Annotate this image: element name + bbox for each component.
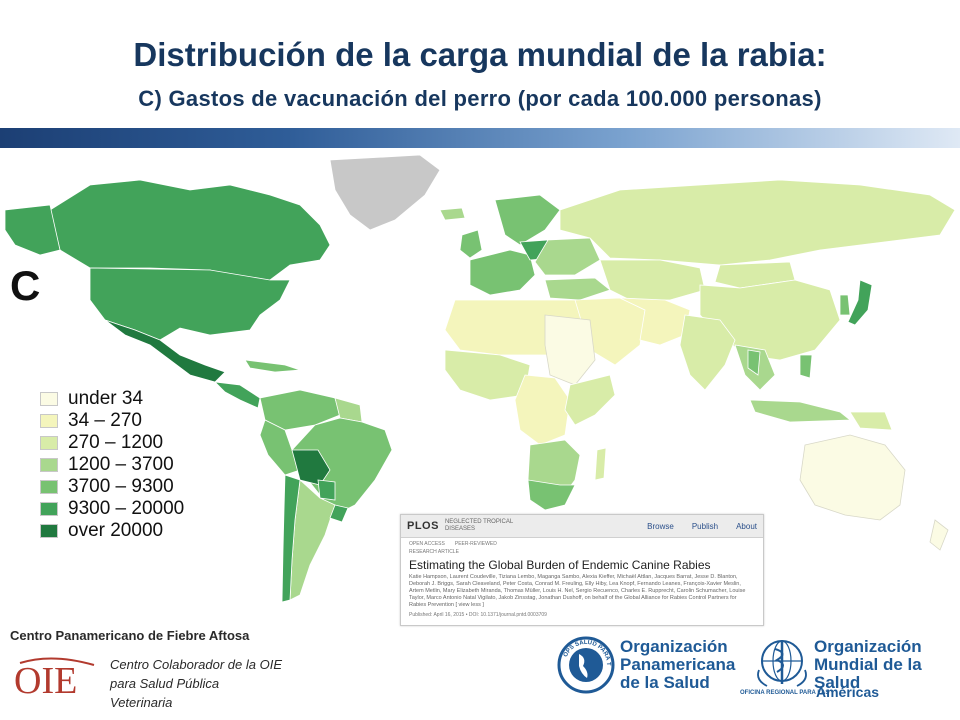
greenland xyxy=(329,154,441,231)
iran-pakistan xyxy=(619,297,691,346)
australia xyxy=(799,434,906,521)
bolivia xyxy=(291,449,331,486)
central-africa xyxy=(514,374,571,446)
vietnam-cambodia xyxy=(747,349,761,376)
legend-item: 3700 – 9300 xyxy=(40,476,184,498)
legend-swatch xyxy=(40,414,58,428)
legend-label: 34 – 270 xyxy=(68,410,142,431)
who-emblem-logo xyxy=(757,640,807,687)
world-map xyxy=(4,154,956,603)
who-name: Organización Mundial de la Salud xyxy=(814,638,960,692)
turkey xyxy=(544,277,611,301)
legend-label: 9300 – 20000 xyxy=(68,498,185,519)
page-title: Distribución de la carga mundial de la r… xyxy=(133,36,827,73)
paraguay xyxy=(317,479,336,501)
map-legend: under 34 34 – 270 270 – 1200 1200 – 3700… xyxy=(40,388,184,542)
plos-nav: Browse Publish About xyxy=(647,522,757,531)
plos-nav-about[interactable]: About xyxy=(736,521,757,531)
chile xyxy=(281,474,301,603)
legend-swatch xyxy=(40,458,58,472)
oie-logo-text: OIE xyxy=(14,660,77,701)
plos-nav-browse[interactable]: Browse xyxy=(647,521,674,531)
uk-ireland xyxy=(459,229,483,259)
russia xyxy=(559,179,956,266)
philippines xyxy=(799,354,813,379)
south-africa xyxy=(527,479,576,511)
indonesia xyxy=(749,399,852,423)
central-asia xyxy=(599,259,706,301)
legend-item: 34 – 270 xyxy=(40,410,184,432)
legend-item: under 34 xyxy=(40,388,184,410)
japan xyxy=(847,279,873,326)
new-zealand xyxy=(929,519,949,551)
article-type: RESEARCH ARTICLE xyxy=(409,549,459,555)
east-africa xyxy=(564,374,616,426)
legend-swatch xyxy=(40,502,58,516)
open-access-badge: OPEN ACCESS xyxy=(409,541,445,547)
west-africa xyxy=(444,349,531,401)
scandinavia xyxy=(494,194,561,246)
who-line: Organización xyxy=(814,637,922,656)
cpfa-label: Centro Panamericano de Fiebre Aftosa xyxy=(10,628,250,643)
oie-collaborating-centre: Centro Colaborador de la OIE para Salud … xyxy=(110,655,282,712)
iceland xyxy=(439,207,466,221)
oie-line: Veterinaria xyxy=(110,695,173,710)
india xyxy=(679,314,736,391)
who-americas-label: Américas xyxy=(816,684,880,700)
legend-label: under 34 xyxy=(68,388,144,409)
who-region-label: OFICINA REGIONAL PARA LAS xyxy=(740,690,830,696)
legend-item: 1200 – 3700 xyxy=(40,454,184,476)
plos-badges: OPEN ACCESS PEER-REVIEWED xyxy=(401,538,763,547)
panel-label: C xyxy=(10,262,41,309)
article-authors: Katie Hampson, Laurent Coudeville, Tizia… xyxy=(409,574,746,608)
legend-item: 9300 – 20000 xyxy=(40,498,184,520)
oie-line: Centro Colaborador de la OIE xyxy=(110,657,282,672)
uruguay xyxy=(329,504,349,523)
ops-name: Organización Panamericana de la Salud xyxy=(620,638,735,692)
legend-label: 1200 – 3700 xyxy=(68,454,174,475)
korea xyxy=(839,294,851,316)
legend-label: 270 – 1200 xyxy=(68,432,164,453)
alaska xyxy=(4,204,61,256)
who-line: Mundial de la Salud xyxy=(814,655,922,692)
article-title: Estimating the Global Burden of Endemic … xyxy=(409,558,711,572)
legend-swatch xyxy=(40,436,58,450)
article-published: Published: April 16, 2015 • DOI: 10.1371… xyxy=(409,612,547,618)
legend-label: over 20000 xyxy=(68,520,164,541)
page-subtitle: C) Gastos de vacunación del perro (por c… xyxy=(138,86,822,111)
plos-header: PLOS NEGLECTED TROPICAL DISEASES Browse … xyxy=(401,515,763,538)
legend-item: 270 – 1200 xyxy=(40,432,184,454)
peru xyxy=(259,419,301,476)
plos-journal-name: NEGLECTED TROPICAL DISEASES xyxy=(444,519,513,532)
oie-line: para Salud Pública xyxy=(110,676,220,691)
legend-swatch xyxy=(40,392,58,406)
egypt-sudan xyxy=(544,314,596,386)
ops-seal-logo: OPS SALUD PARA TODOS xyxy=(557,636,615,694)
madagascar xyxy=(594,447,607,481)
oie-logo: OIE xyxy=(14,657,95,701)
plos-logo: PLOS xyxy=(407,520,439,532)
papua xyxy=(849,411,893,431)
legend-swatch xyxy=(40,524,58,538)
title-banner-bar xyxy=(0,128,960,148)
mexico xyxy=(104,319,226,383)
central-america xyxy=(213,381,261,409)
ops-line: Panamericana xyxy=(620,655,736,674)
canada xyxy=(49,179,331,281)
plos-article-screenshot: PLOS NEGLECTED TROPICAL DISEASES Browse … xyxy=(400,514,764,626)
caribbean xyxy=(244,359,301,373)
peer-reviewed-badge: PEER-REVIEWED xyxy=(454,541,497,547)
western-europe xyxy=(469,249,536,296)
ops-line: Organización xyxy=(620,637,728,656)
ops-line: de la Salud xyxy=(620,673,710,692)
legend-swatch xyxy=(40,480,58,494)
plos-nav-publish[interactable]: Publish xyxy=(691,521,719,531)
legend-label: 3700 – 9300 xyxy=(68,476,174,497)
legend-item: over 20000 xyxy=(40,520,184,542)
